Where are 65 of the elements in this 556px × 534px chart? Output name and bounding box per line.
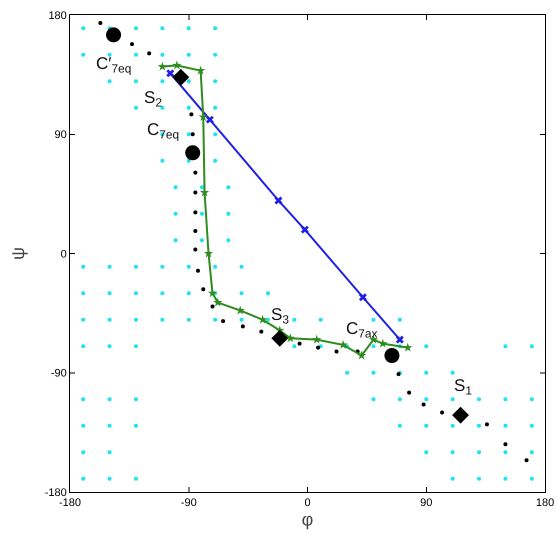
point [422, 402, 426, 407]
point [259, 330, 264, 334]
x-tick-label: 0 [304, 497, 311, 510]
point [484, 422, 489, 426]
point [403, 342, 412, 352]
point [396, 336, 404, 344]
point [452, 406, 470, 424]
point [240, 324, 245, 328]
x-tick-label: 180 [536, 497, 554, 510]
point [185, 145, 200, 160]
point [213, 298, 222, 306]
point [204, 248, 214, 258]
point [440, 410, 444, 414]
point [193, 170, 198, 175]
annotation: C′$_{7eq}$ [96, 54, 132, 76]
point [106, 27, 122, 42]
point [147, 51, 152, 56]
point [210, 304, 214, 308]
point [407, 390, 412, 395]
x-tick-label: -90 [180, 497, 197, 510]
point [358, 293, 367, 302]
x-tick-label: 90 [420, 497, 432, 510]
point [300, 226, 309, 234]
point [258, 314, 268, 324]
y-tick-label: 0 [60, 248, 67, 260]
y-tick-label: -90 [50, 368, 67, 380]
y-tick-label: -180 [44, 486, 67, 499]
point [378, 338, 388, 348]
point [503, 442, 508, 446]
point [189, 112, 194, 116]
point [524, 458, 529, 462]
annotation: S$_{2}$ [144, 88, 162, 110]
point [130, 42, 134, 46]
point [172, 68, 190, 86]
point [193, 210, 198, 214]
y-axis-title: ψ [8, 247, 28, 260]
annotation: C$_{7ax}$ [346, 319, 378, 341]
point [158, 62, 168, 71]
point [201, 287, 206, 292]
point [190, 132, 195, 136]
point [316, 346, 320, 350]
x-axis-title: φ [302, 509, 314, 530]
point [193, 228, 198, 233]
point [274, 196, 282, 204]
point [356, 350, 366, 360]
annotation: S$_{1}$ [454, 376, 472, 398]
point [286, 333, 296, 342]
point [193, 248, 198, 252]
point [166, 69, 174, 78]
point [384, 348, 400, 364]
point [196, 268, 200, 273]
point [221, 319, 226, 324]
annotation: C$_{7eq}$ [147, 120, 180, 142]
point [98, 20, 102, 25]
point [271, 330, 288, 347]
point [334, 350, 339, 354]
annotation: S$_{3}$ [271, 305, 290, 327]
point [193, 190, 198, 195]
y-tick-label: 180 [48, 10, 67, 22]
point [338, 340, 348, 349]
point [172, 60, 182, 70]
point [206, 116, 214, 124]
point [298, 342, 302, 346]
point [312, 334, 322, 344]
y-tick-label: 90 [54, 129, 67, 142]
